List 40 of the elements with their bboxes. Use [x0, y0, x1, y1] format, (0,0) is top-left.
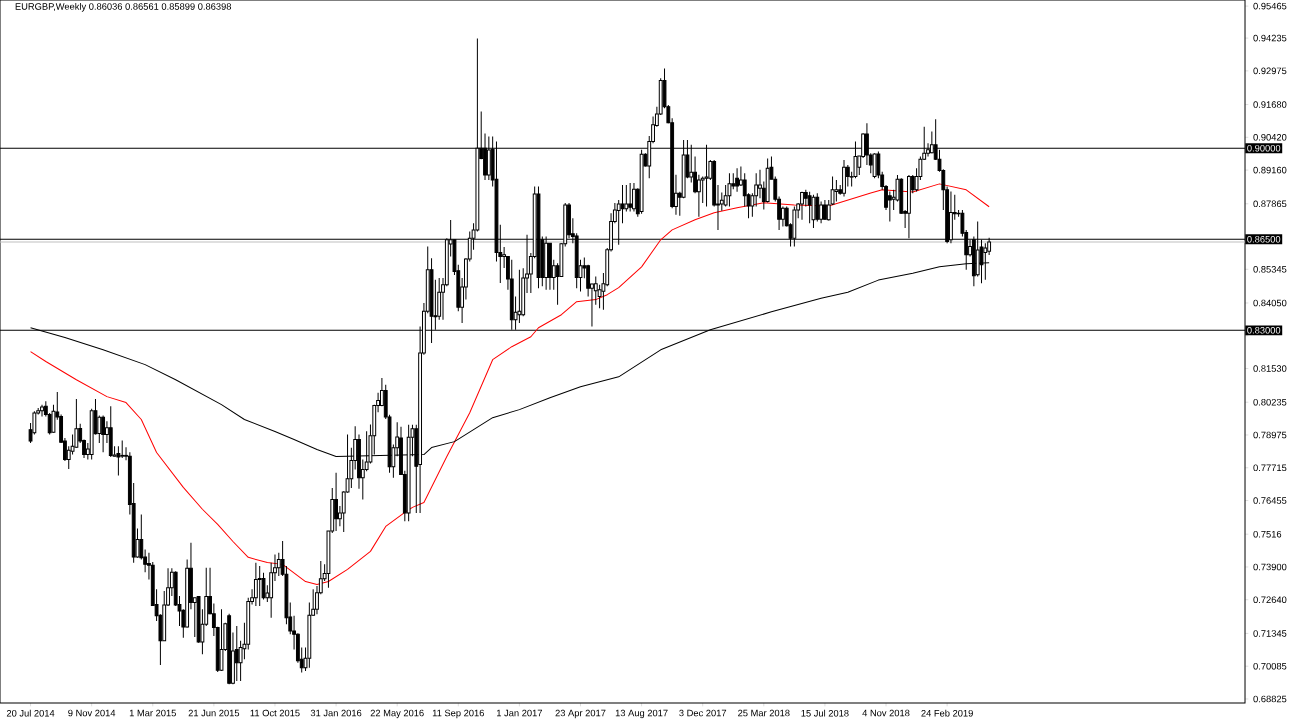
ref-line-label: 0.86500	[1247, 235, 1281, 243]
y-tick-label: 0.95465	[1253, 2, 1287, 10]
y-tick-label: 0.71345	[1253, 630, 1287, 637]
y-tick-label: 0.90420	[1253, 134, 1287, 141]
x-tick-label: 31 Jan 2016	[310, 709, 362, 717]
y-tick-label: 0.91680	[1253, 101, 1287, 108]
y-tick-label: 0.94235	[1253, 34, 1287, 42]
x-tick-label: 15 Jul 2018	[801, 709, 849, 717]
chart-title: EURGBP,Weekly 0.86036 0.86561 0.85899 0.86398	[15, 2, 232, 12]
y-tick-label: 0.87865	[1253, 200, 1287, 208]
y-tick-label: 0.77715	[1253, 464, 1287, 472]
y-tick-label: 0.81530	[1253, 365, 1287, 372]
ref-line-label: 0.83000	[1247, 327, 1281, 334]
y-tick-label: 0.84050	[1253, 299, 1287, 307]
x-tick-label: 20 Jul 2014	[6, 709, 55, 717]
y-tick-label: 0.68825	[1253, 695, 1287, 703]
y-tick-label: 0.76455	[1253, 497, 1287, 504]
x-tick-label: 24 Feb 2019	[921, 709, 973, 717]
x-tick-label: 1 Jan 2017	[497, 709, 543, 717]
y-tick-label: 0.7516	[1253, 530, 1282, 538]
y-tick-label: 0.89160	[1253, 166, 1287, 174]
y-tick-label: 0.73900	[1253, 563, 1287, 571]
x-tick-label: 21 Jun 2015	[188, 709, 240, 717]
ref-line-label: 0.90000	[1247, 144, 1281, 152]
x-tick-label: 13 Aug 2017	[615, 709, 668, 719]
y-tick-label: 0.70085	[1253, 662, 1287, 670]
x-tick-label: 3 Dec 2017	[679, 709, 727, 717]
x-tick-label: 4 Nov 2018	[862, 709, 910, 717]
x-tick-label: 11 Sep 2016	[432, 709, 484, 719]
x-tick-label: 22 May 2016	[370, 709, 424, 719]
x-tick-label: 25 Mar 2018	[738, 709, 790, 717]
y-tick-label: 0.80235	[1253, 398, 1287, 406]
y-tick-label: 0.92975	[1253, 67, 1287, 75]
y-tick-label: 0.85345	[1253, 266, 1287, 273]
x-tick-label: 9 Nov 2014	[68, 709, 116, 717]
y-tick-label: 0.72640	[1253, 596, 1287, 604]
x-tick-label: 1 Mar 2015	[129, 709, 176, 717]
x-tick-label: 23 Apr 2017	[555, 709, 606, 719]
y-tick-label: 0.78975	[1253, 431, 1287, 439]
x-tick-label: 11 Oct 2015	[250, 709, 300, 717]
